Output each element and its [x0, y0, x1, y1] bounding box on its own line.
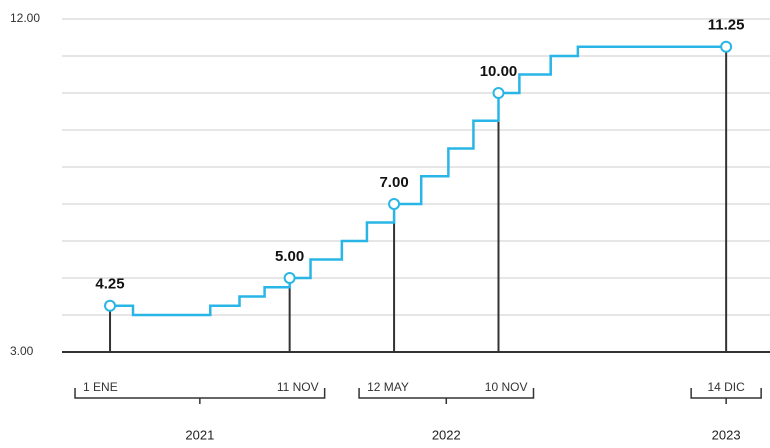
- point-marker: [492, 87, 505, 99]
- value-label: 5.00: [275, 248, 304, 265]
- step-line: [110, 45, 727, 317]
- date-label: 14 DIC: [707, 380, 745, 394]
- date-label: 10 NOV: [485, 380, 528, 394]
- year-label: 2021: [185, 427, 214, 442]
- point-marker: [104, 299, 117, 312]
- y-tick-label: 3.00: [10, 344, 34, 358]
- value-label: 10.00: [480, 63, 518, 80]
- value-label: 7.00: [379, 174, 408, 191]
- year-label: 2023: [712, 427, 741, 442]
- date-label: 1 ENE: [83, 380, 118, 394]
- date-label: 11 NOV: [277, 380, 319, 394]
- year-label: 2022: [432, 427, 461, 442]
- point-marker: [388, 198, 401, 210]
- value-label: 11.25: [708, 17, 745, 34]
- point-marker: [720, 40, 733, 53]
- date-label: 12 MAY: [367, 380, 409, 394]
- value-label: 4.25: [95, 276, 124, 293]
- y-tick-label: 12.00: [10, 11, 40, 25]
- point-marker: [283, 272, 296, 284]
